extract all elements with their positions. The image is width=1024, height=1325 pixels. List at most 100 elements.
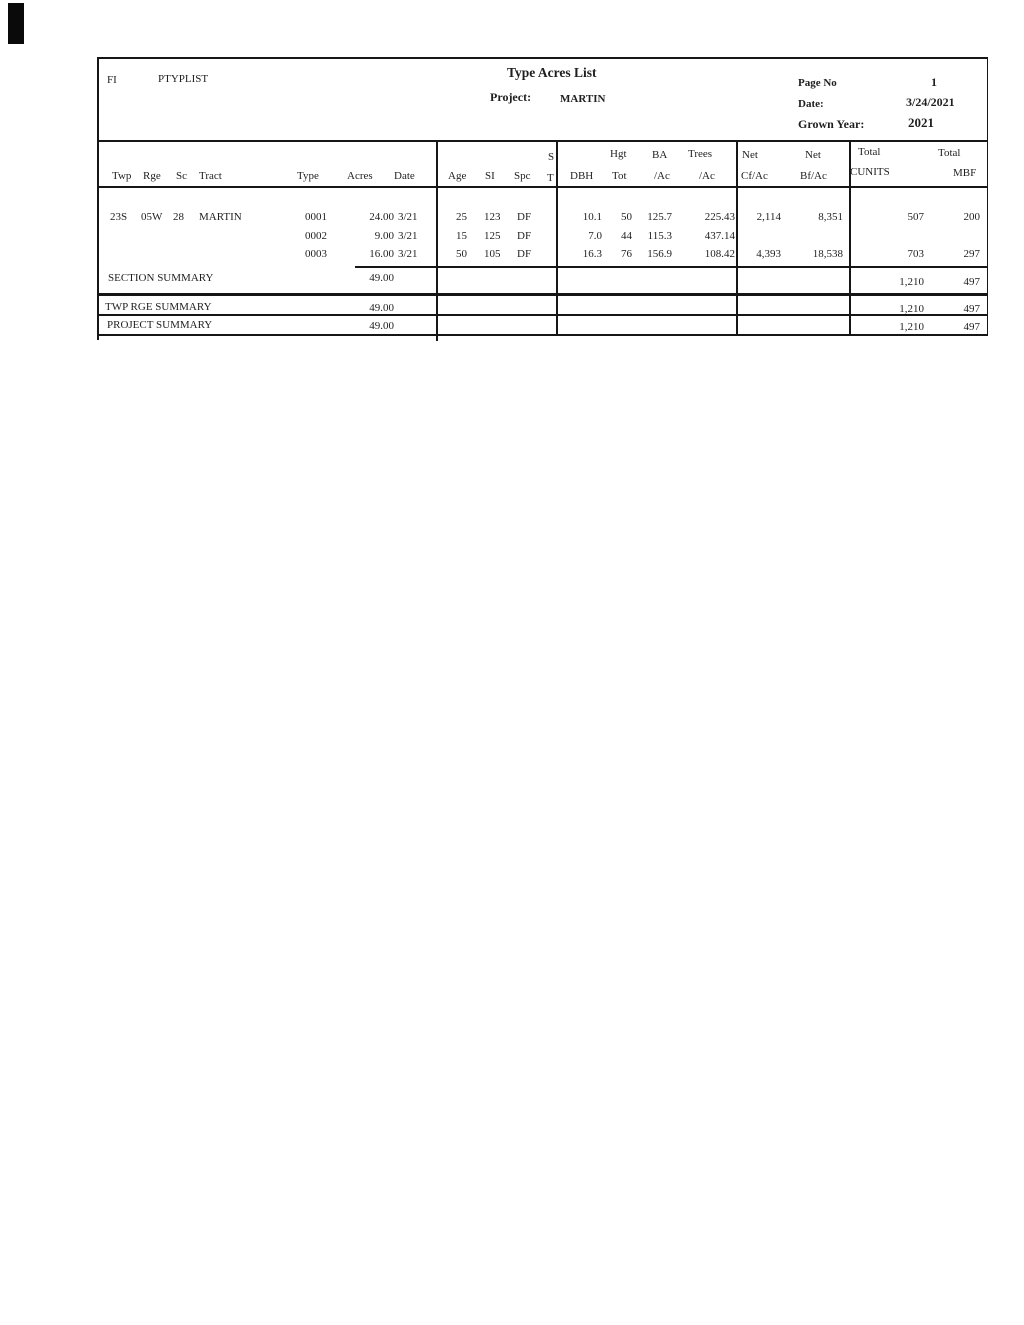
cell-r2-dbh: 16.3 bbox=[582, 248, 602, 260]
form-code: FI bbox=[107, 74, 117, 86]
colhdr-mbf-2: MBF bbox=[953, 167, 977, 179]
cell-r0-cunits: 507 bbox=[907, 211, 925, 223]
cell-r0-sc: 28 bbox=[173, 211, 184, 223]
summary-2-acres: 49.00 bbox=[369, 320, 394, 332]
cell-r2-cunits: 703 bbox=[907, 248, 925, 260]
cell-r1-acres: 9.00 bbox=[374, 230, 394, 242]
summary-0-cunits: 1,210 bbox=[899, 276, 924, 288]
cell-r2-ba-ac: 156.9 bbox=[647, 248, 672, 260]
grown-year-value: 2021 bbox=[908, 115, 934, 130]
colhdr-hgt-2: Tot bbox=[612, 170, 627, 182]
cell-r2-age: 50 bbox=[456, 248, 467, 260]
colhdr-netbf-2: Bf/Ac bbox=[800, 170, 827, 182]
cell-r1-dbh: 7.0 bbox=[588, 230, 602, 242]
cell-r2-type: 0003 bbox=[305, 248, 327, 260]
cell-r0-ba-ac: 125.7 bbox=[647, 211, 672, 223]
cell-r0-twp: 23S bbox=[110, 211, 128, 223]
colhdr-tract: Tract bbox=[199, 170, 222, 182]
colhdr-trees-2: /Ac bbox=[699, 170, 715, 182]
cell-r0-trees-ac: 225.43 bbox=[704, 211, 735, 223]
cell-r0-net-cf: 2,114 bbox=[756, 211, 781, 223]
cell-r0-tract: MARTIN bbox=[199, 211, 242, 223]
colhdr-netcf-1: Net bbox=[742, 149, 758, 161]
colhdr-twp: Twp bbox=[112, 170, 132, 182]
frame-left-line bbox=[97, 57, 99, 340]
cell-r1-date: 3/21 bbox=[398, 230, 418, 242]
summary-1-mbf: 497 bbox=[963, 303, 981, 315]
cell-r2-acres: 16.00 bbox=[369, 248, 394, 260]
summary-0-label: SECTION SUMMARY bbox=[108, 272, 214, 284]
colhdr-cunits-1: Total bbox=[858, 146, 881, 158]
colhdr-age: Age bbox=[448, 170, 467, 182]
cell-r2-si: 105 bbox=[484, 248, 501, 260]
colhdr-date: Date bbox=[394, 170, 415, 182]
frame-right-line bbox=[986, 57, 988, 335]
frame-bottom-line bbox=[97, 333, 988, 336]
colhdr-cunits-2: CUNITS bbox=[850, 166, 890, 178]
colhdr-dbh: DBH bbox=[570, 170, 594, 182]
cell-r1-trees-ac: 437.14 bbox=[704, 230, 735, 242]
cell-r0-rge: 05W bbox=[141, 211, 163, 223]
cell-r0-age: 25 bbox=[456, 211, 467, 223]
page-no-value: 1 bbox=[931, 75, 937, 89]
page-no-label: Page No bbox=[798, 77, 837, 89]
colhdr-si: SI bbox=[485, 170, 495, 182]
divider-age-section bbox=[436, 140, 438, 341]
summary-1-acres: 49.00 bbox=[369, 302, 394, 314]
cell-r1-hgt-tot: 44 bbox=[621, 230, 632, 242]
cell-r1-spc: DF bbox=[517, 230, 532, 242]
column-header-bottom-line bbox=[97, 185, 988, 188]
cell-r1-ba-ac: 115.3 bbox=[647, 230, 672, 242]
cell-r0-hgt-tot: 50 bbox=[621, 211, 632, 223]
cell-r0-mbf: 200 bbox=[963, 211, 981, 223]
colhdr-hgt-1: Hgt bbox=[610, 148, 627, 160]
summary-2-mbf: 497 bbox=[963, 321, 981, 333]
section-summary-bottom-line bbox=[97, 292, 988, 296]
cell-r2-date: 3/21 bbox=[398, 248, 418, 260]
cell-r0-acres: 24.00 bbox=[369, 211, 394, 223]
summary-2-label: PROJECT SUMMARY bbox=[107, 319, 213, 331]
cell-r0-dbh: 10.1 bbox=[582, 211, 602, 223]
colhdr-acres: Acres bbox=[347, 170, 373, 182]
cell-r2-trees-ac: 108.42 bbox=[704, 248, 735, 260]
date-value: 3/24/2021 bbox=[906, 95, 955, 109]
cell-r2-mbf: 297 bbox=[963, 248, 981, 260]
colhdr-netcf-2: Cf/Ac bbox=[741, 170, 768, 182]
grown-year-label: Grown Year: bbox=[798, 117, 865, 131]
report-code: PTYPLIST bbox=[158, 73, 209, 85]
twp-summary-bottom-line bbox=[97, 314, 988, 316]
colhdr-st-2: T bbox=[547, 172, 554, 184]
frame-top-line bbox=[97, 57, 988, 59]
cell-r2-net-cf: 4,393 bbox=[756, 248, 781, 260]
divider-total-section bbox=[848, 140, 851, 335]
colhdr-sc: Sc bbox=[176, 170, 187, 182]
colhdr-trees-1: Trees bbox=[688, 148, 713, 160]
colhdr-spc: Spc bbox=[514, 170, 531, 182]
divider-net-section bbox=[735, 140, 738, 335]
cell-r2-hgt-tot: 76 bbox=[621, 248, 632, 260]
divider-dbh-section bbox=[555, 140, 558, 335]
summary-1-label: TWP RGE SUMMARY bbox=[105, 301, 212, 313]
cell-r0-date: 3/21 bbox=[398, 211, 418, 223]
cell-r0-net-bf: 8,351 bbox=[818, 211, 843, 223]
colhdr-rge: Rge bbox=[143, 170, 161, 182]
project-value: MARTIN bbox=[560, 93, 606, 105]
colhdr-ba-1: BA bbox=[652, 149, 668, 161]
cell-r1-si: 125 bbox=[484, 230, 501, 242]
cell-r0-type: 0001 bbox=[305, 211, 327, 223]
cell-r0-spc: DF bbox=[517, 211, 532, 223]
colhdr-type: Type bbox=[297, 170, 319, 182]
cell-r2-spc: DF bbox=[517, 248, 532, 260]
cell-r1-type: 0002 bbox=[305, 230, 327, 242]
cell-r0-si: 123 bbox=[484, 211, 501, 223]
subtotal-line bbox=[355, 265, 988, 268]
report-title: Type Acres List bbox=[507, 65, 597, 80]
title-band-bottom-line bbox=[97, 140, 988, 142]
project-label: Project: bbox=[490, 90, 532, 104]
date-label: Date: bbox=[798, 98, 824, 110]
summary-0-mbf: 497 bbox=[963, 276, 981, 288]
colhdr-mbf-1: Total bbox=[938, 147, 961, 159]
summary-2-cunits: 1,210 bbox=[899, 321, 924, 333]
cell-r1-age: 15 bbox=[456, 230, 467, 242]
